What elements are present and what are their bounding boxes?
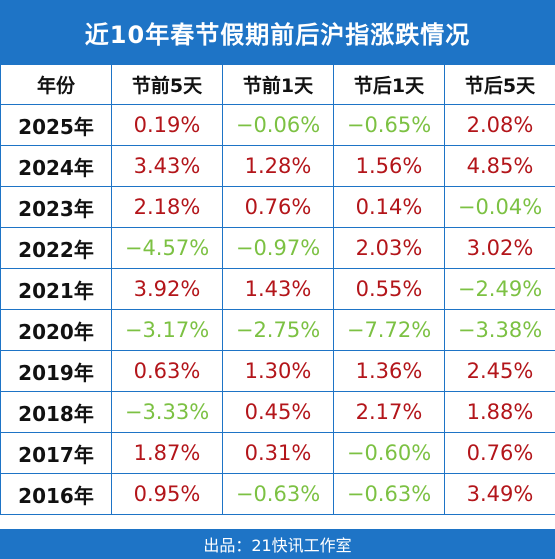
year-cell: 2019年 (0, 350, 112, 392)
table-row: 2024年 3.43% 1.28% 1.56% 4.85% (0, 145, 555, 187)
value-cell: 1.88% (444, 391, 555, 433)
value-cell: 1.28% (222, 145, 334, 187)
value-cell: −3.38% (444, 309, 555, 351)
col-header-post1: 节后1天 (333, 64, 445, 105)
value-cell: 2.17% (333, 391, 445, 433)
table-row: 2022年 −4.57% −0.97% 2.03% 3.02% (0, 227, 555, 269)
year-cell: 2021年 (0, 268, 112, 310)
change-table: 年份 节前5天 节前1天 节后1天 节后5天 2025年 0.19% −0.06% −… (0, 64, 555, 515)
col-header-post5: 节后5天 (444, 64, 555, 105)
year-cell: 2016年 (0, 473, 112, 515)
col-header-pre5: 节前5天 (111, 64, 223, 105)
table-row: 2019年 0.63% 1.30% 1.36% 2.45% (0, 350, 555, 392)
col-header-year: 年份 (0, 64, 112, 105)
table-row: 2025年 0.19% −0.06% −0.65% 2.08% (0, 104, 555, 146)
value-cell: 1.56% (333, 145, 445, 187)
table-body: 2025年 0.19% −0.06% −0.65% 2.08% 2024年 3.43% 1.2… (0, 104, 555, 515)
value-cell: 4.85% (444, 145, 555, 187)
value-cell: −0.06% (222, 104, 334, 146)
value-cell: −0.65% (333, 104, 445, 146)
value-cell: −4.57% (111, 227, 223, 269)
value-cell: −3.33% (111, 391, 223, 433)
value-cell: 1.43% (222, 268, 334, 310)
value-cell: 2.18% (111, 186, 223, 228)
value-cell: −0.04% (444, 186, 555, 228)
value-cell: 1.30% (222, 350, 334, 392)
value-cell: 0.76% (222, 186, 334, 228)
value-cell: 3.92% (111, 268, 223, 310)
value-cell: −0.63% (222, 473, 334, 515)
value-cell: 0.14% (333, 186, 445, 228)
value-cell: −2.75% (222, 309, 334, 351)
value-cell: 0.76% (444, 432, 555, 474)
value-cell: 0.95% (111, 473, 223, 515)
value-cell: 2.45% (444, 350, 555, 392)
value-cell: −7.72% (333, 309, 445, 351)
value-cell: 0.31% (222, 432, 334, 474)
value-cell: 2.08% (444, 104, 555, 146)
value-cell: −0.63% (333, 473, 445, 515)
year-cell: 2018年 (0, 391, 112, 433)
table-row: 2023年 2.18% 0.76% 0.14% −0.04% (0, 186, 555, 228)
value-cell: −0.60% (333, 432, 445, 474)
value-cell: 3.02% (444, 227, 555, 269)
value-cell: 0.45% (222, 391, 334, 433)
value-cell: 3.43% (111, 145, 223, 187)
value-cell: −0.97% (222, 227, 334, 269)
value-cell: −2.49% (444, 268, 555, 310)
year-cell: 2020年 (0, 309, 112, 351)
table-title: 近10年春节假期前后沪指涨跌情况 (0, 0, 555, 64)
value-cell: 0.55% (333, 268, 445, 310)
year-cell: 2022年 (0, 227, 112, 269)
table-row: 2018年 −3.33% 0.45% 2.17% 1.88% (0, 391, 555, 433)
year-cell: 2024年 (0, 145, 112, 187)
table-row: 2021年 3.92% 1.43% 0.55% −2.49% (0, 268, 555, 310)
value-cell: −3.17% (111, 309, 223, 351)
value-cell: 0.19% (111, 104, 223, 146)
value-cell: 3.49% (444, 473, 555, 515)
value-cell: 0.63% (111, 350, 223, 392)
year-cell: 2023年 (0, 186, 112, 228)
value-cell: 1.36% (333, 350, 445, 392)
value-cell: 2.03% (333, 227, 445, 269)
footer-credit: 出品：21快讯工作室 (0, 529, 555, 559)
table-row: 2020年 −3.17% −2.75% −7.72% −3.38% (0, 309, 555, 351)
table-row: 2016年 0.95% −0.63% −0.63% 3.49% (0, 473, 555, 515)
col-header-pre1: 节前1天 (222, 64, 334, 105)
year-cell: 2025年 (0, 104, 112, 146)
value-cell: 1.87% (111, 432, 223, 474)
header-row: 年份 节前5天 节前1天 节后1天 节后5天 (0, 64, 555, 105)
table-row: 2017年 1.87% 0.31% −0.60% 0.76% (0, 432, 555, 474)
year-cell: 2017年 (0, 432, 112, 474)
